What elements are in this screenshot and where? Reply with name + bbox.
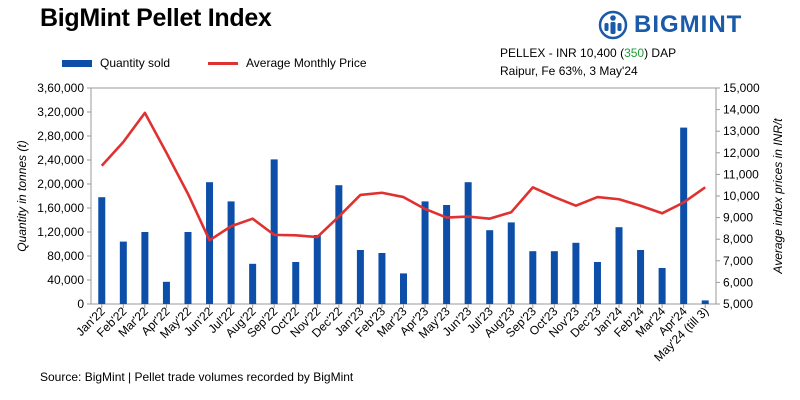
index-info-suffix: ) DAP [644,46,677,60]
bar-quantity [400,273,407,304]
y2-tick-label: 13,000 [723,124,760,138]
source-note: Source: BigMint | Pellet trade volumes r… [40,370,354,384]
bar-quantity [227,201,235,304]
legend-label-quantity: Quantity sold [100,56,171,70]
bar-quantity [593,262,601,304]
legend-label-price: Average Monthly Price [246,56,367,70]
y2-tick-label: 6,000 [723,275,753,289]
y-tick-label: 2,80,000 [37,129,84,143]
bar-quantity [572,242,580,304]
bar-quantity [486,230,494,304]
legend-swatch-bar [62,59,92,67]
y-tick-label: 2,40,000 [37,153,84,167]
bar-quantity [658,268,666,304]
y2-tick-label: 8,000 [723,232,753,246]
bar-quantity [615,227,623,304]
bar-quantity [335,185,343,304]
y-tick-label: 1,20,000 [37,225,84,239]
bar-quantity [249,263,257,304]
y2-tick-label: 14,000 [723,103,760,117]
brand-logo: BIGMINT [598,10,742,40]
y2-tick-label: 15,000 [723,81,760,95]
y2-tick-label: 12,000 [723,146,760,160]
bar-quantity [119,241,127,304]
bar-quantity [464,182,472,304]
y-tick-label: 40,000 [47,273,84,287]
bar-quantity [550,251,558,304]
legend-item-quantity: Quantity sold [62,56,170,70]
bar-quantity [141,232,149,304]
bar-quantity [378,253,386,304]
bar-quantity [206,182,214,304]
chart-title: BigMint Pellet Index [40,4,272,32]
line-avg-price [100,111,706,242]
y-tick-label: 80,000 [47,249,84,263]
index-change: 350 [624,46,645,60]
bar-quantity [507,222,515,304]
y2-tick-label: 10,000 [723,189,760,203]
bar-quantity [98,197,106,304]
y-tick-label: 2,00,000 [37,177,84,191]
y2-tick-label: 5,000 [723,297,753,311]
bar-quantity [313,235,321,304]
bar-quantity [701,300,709,304]
index-info-prefix: PELLEX - INR 10,400 ( [500,46,625,60]
bar-quantity [637,250,645,304]
bar-quantity [292,262,300,304]
bigmint-logo-icon [598,10,628,40]
bar-quantity [529,251,537,304]
y2-tick-label: 7,000 [723,254,753,268]
bar-quantity [270,159,278,304]
index-info-line2: Raipur, Fe 63%, 3 May'24 [500,64,638,78]
y-tick-label: 3,60,000 [37,81,84,95]
y-tick-label: 0 [77,297,84,311]
legend-item-price: Average Monthly Price [208,56,367,70]
bar-quantity [421,201,429,304]
y-tick-label: 3,20,000 [37,105,84,119]
y2-tick-label: 11,000 [723,167,759,181]
bar-quantity [680,127,688,304]
bar-quantity [162,281,170,304]
bar-quantity [184,232,192,304]
y2-tick-label: 9,000 [723,211,753,225]
bar-quantity [443,205,451,304]
index-info-line1: PELLEX - INR 10,400 (350) DAP [500,44,676,63]
brand-name: BIGMINT [634,11,743,38]
bar-quantity [356,250,364,304]
legend-swatch-line [208,61,238,65]
y2-axis-label: Average index prices in INR/t [771,118,785,275]
y-tick-label: 1,60,000 [37,201,84,215]
y-axis-label: Quantity in tonnes (t) [15,140,29,251]
